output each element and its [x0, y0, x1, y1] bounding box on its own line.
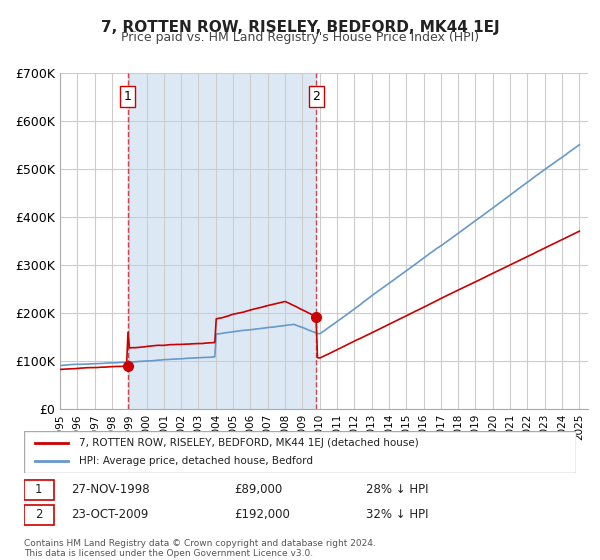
- Text: 2: 2: [312, 90, 320, 103]
- Text: 1: 1: [35, 483, 43, 496]
- Text: 7, ROTTEN ROW, RISELEY, BEDFORD, MK44 1EJ: 7, ROTTEN ROW, RISELEY, BEDFORD, MK44 1E…: [101, 20, 499, 35]
- Text: HPI: Average price, detached house, Bedford: HPI: Average price, detached house, Bedf…: [79, 456, 313, 466]
- Text: £89,000: £89,000: [234, 483, 282, 496]
- FancyBboxPatch shape: [24, 431, 576, 473]
- Text: 23-OCT-2009: 23-OCT-2009: [71, 508, 148, 521]
- FancyBboxPatch shape: [24, 480, 55, 500]
- Text: 1: 1: [124, 90, 131, 103]
- Text: Price paid vs. HM Land Registry's House Price Index (HPI): Price paid vs. HM Land Registry's House …: [121, 31, 479, 44]
- Text: 28% ↓ HPI: 28% ↓ HPI: [366, 483, 429, 496]
- Text: 27-NOV-1998: 27-NOV-1998: [71, 483, 149, 496]
- Text: This data is licensed under the Open Government Licence v3.0.: This data is licensed under the Open Gov…: [24, 549, 313, 558]
- Text: £192,000: £192,000: [234, 508, 290, 521]
- Bar: [128, 73, 316, 409]
- Text: 7, ROTTEN ROW, RISELEY, BEDFORD, MK44 1EJ (detached house): 7, ROTTEN ROW, RISELEY, BEDFORD, MK44 1E…: [79, 438, 419, 448]
- Text: Contains HM Land Registry data © Crown copyright and database right 2024.: Contains HM Land Registry data © Crown c…: [24, 539, 376, 548]
- FancyBboxPatch shape: [24, 505, 55, 525]
- Text: 2: 2: [35, 508, 43, 521]
- Text: 32% ↓ HPI: 32% ↓ HPI: [366, 508, 429, 521]
